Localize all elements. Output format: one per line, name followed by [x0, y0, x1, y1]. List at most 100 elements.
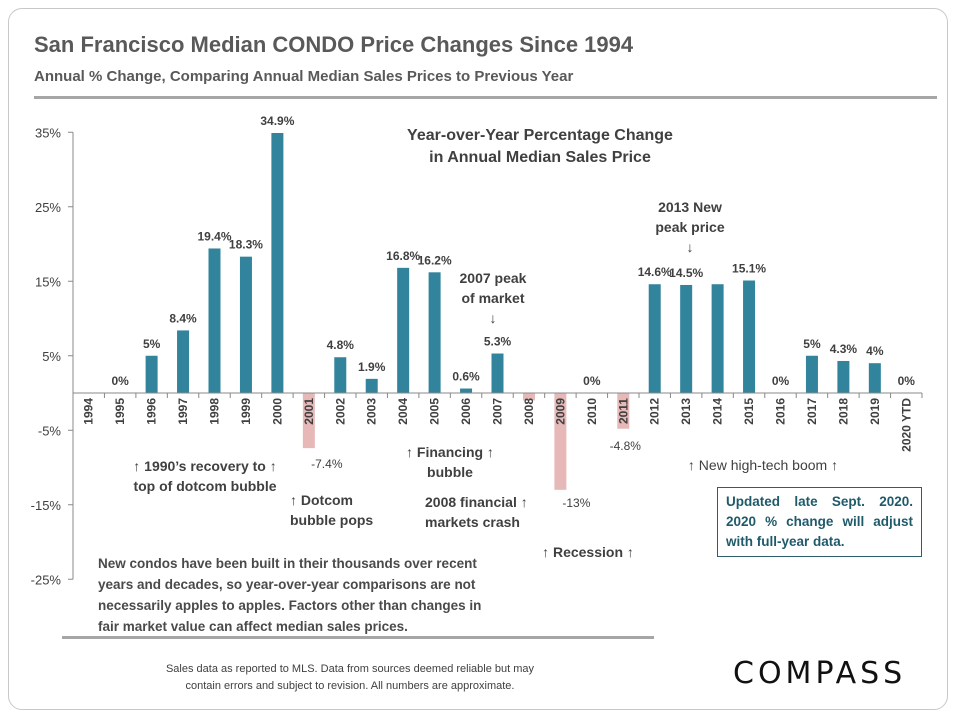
- bar-2008: [522, 393, 535, 401]
- x-tick-label: 2008: [522, 398, 536, 425]
- data-label: -13%: [562, 496, 590, 510]
- annotation-high-tech-boom: ↑ New high-tech boom ↑: [687, 457, 839, 473]
- chart-title-line: Year-over-Year Percentage Change: [407, 127, 673, 144]
- data-label: 4%: [866, 344, 884, 358]
- x-tick-label: 2016: [774, 398, 788, 425]
- y-tick-label: 25%: [35, 200, 61, 215]
- x-tick-label: 2007: [491, 398, 505, 425]
- y-tick-label: 35%: [35, 125, 61, 140]
- source-line: Sales data as reported to MLS. Data from…: [165, 663, 535, 675]
- annotation-dotcom-pops: ↑ Dotcom bubble pops: [290, 490, 390, 530]
- data-label: 0%: [898, 374, 916, 388]
- annotation-2008-crash: 2008 financial ↑ markets crash: [425, 492, 545, 532]
- annotation-line: bubble: [427, 464, 473, 480]
- x-tick-label: 2014: [711, 398, 725, 425]
- bar-2019: [868, 363, 881, 393]
- data-label: 5%: [803, 337, 821, 351]
- annotation-line: ↑ Dotcom: [290, 492, 353, 508]
- data-label: 16.8%: [386, 249, 420, 263]
- x-tick-label: 1994: [82, 398, 96, 425]
- data-label: 4.8%: [327, 338, 355, 352]
- down-arrow-icon: ↓: [489, 310, 497, 326]
- data-label: 34.9%: [260, 114, 294, 128]
- annotation-line: 2007 peak: [459, 270, 527, 286]
- explanatory-paragraph: New condos have been built in their thou…: [98, 556, 482, 634]
- bar-2017: [805, 355, 818, 393]
- data-label: 0%: [772, 374, 790, 388]
- annotation-line: ↑ Financing ↑: [406, 444, 494, 460]
- data-label: 1.9%: [358, 360, 386, 374]
- bar-2005: [428, 272, 441, 393]
- bar-2003: [365, 378, 378, 393]
- update-note: Updated late Sept. 2020. 2020 % change w…: [717, 487, 922, 557]
- y-tick-label: -25%: [31, 572, 62, 587]
- slide-border: [8, 8, 948, 710]
- annotation-2007-peak: 2007 peak of market ↓: [448, 268, 538, 328]
- x-tick-label: 2002: [333, 398, 347, 425]
- annotation-financing-bubble: ↑ Financing ↑ bubble: [395, 442, 505, 482]
- chart-title-line: in Annual Median Sales Price: [429, 149, 651, 166]
- x-tick-label: 2006: [459, 398, 473, 425]
- source-note: Sales data as reported to MLS. Data from…: [130, 661, 570, 695]
- data-label: -4.8%: [610, 439, 642, 453]
- annotation-line: 2013 New: [658, 199, 722, 215]
- bar-2014: [711, 284, 724, 393]
- annotation-line: 2008 financial ↑: [425, 494, 528, 510]
- data-label: 5%: [143, 337, 161, 351]
- bar-1996: [145, 355, 158, 393]
- bar-2011: [617, 393, 630, 429]
- bar-1998: [208, 248, 221, 393]
- x-tick-label: 2013: [679, 398, 693, 425]
- x-tick-label: 1997: [176, 398, 190, 425]
- x-tick-label: 1995: [113, 398, 127, 425]
- annotation-recession: ↑ Recession ↑: [542, 544, 634, 560]
- bar-2009: [554, 393, 567, 490]
- x-tick-label: 2010: [585, 398, 599, 425]
- x-tick-label: 2001: [302, 398, 316, 425]
- bar-2000: [271, 132, 284, 393]
- bar-2006: [460, 388, 473, 393]
- down-arrow-icon: ↓: [686, 239, 694, 255]
- annotation-1990s-recovery: ↑ 1990’s recovery to ↑ top of dotcom bub…: [120, 456, 290, 496]
- x-tick-label: 2012: [648, 398, 662, 425]
- page-subtitle: Annual % Change, Comparing Annual Median…: [34, 68, 574, 85]
- data-label: 0%: [111, 374, 129, 388]
- annotation-2013-peak: 2013 New peak price ↓: [640, 197, 740, 257]
- data-label: 0.6%: [452, 370, 480, 384]
- x-tick-label: 2005: [428, 398, 442, 425]
- x-tick-label: 1996: [145, 398, 159, 425]
- y-tick-label: 15%: [35, 274, 61, 289]
- x-tick-label: 1998: [208, 398, 222, 425]
- annotation-line: bubble pops: [290, 512, 374, 528]
- x-tick-label: 2020 YTD: [899, 398, 913, 452]
- bar-2018: [837, 360, 850, 393]
- x-tick-label: 2019: [868, 398, 882, 425]
- x-tick-label: 2015: [742, 398, 756, 425]
- x-tick-label: 2009: [553, 398, 567, 425]
- title-divider: [34, 96, 937, 99]
- data-label: 4.3%: [830, 342, 858, 356]
- bar-2001: [302, 393, 315, 449]
- footer-divider: [62, 636, 654, 639]
- data-label: 16.2%: [418, 253, 452, 267]
- x-tick-label: 2000: [270, 398, 284, 425]
- bar-2007: [491, 353, 504, 393]
- y-tick-label: -5%: [38, 423, 62, 438]
- bar-1999: [239, 256, 252, 393]
- data-label: 14.5%: [669, 266, 703, 280]
- chart-title: Year-over-Year Percentage Change in Annu…: [380, 125, 700, 169]
- annotation-line: ↑ 1990’s recovery to ↑: [133, 458, 277, 474]
- x-tick-label: 2018: [836, 398, 850, 425]
- annotation-line: markets crash: [425, 514, 520, 530]
- x-tick-label: 2003: [365, 398, 379, 425]
- page-title: San Francisco Median CONDO Price Changes…: [34, 32, 634, 57]
- bar-2013: [680, 284, 693, 393]
- bar-2012: [648, 284, 661, 393]
- annotation-line: peak price: [655, 219, 725, 235]
- bar-2015: [743, 280, 756, 393]
- compass-logo: COMPASS: [733, 656, 907, 691]
- x-tick-label: 1999: [239, 398, 253, 425]
- annotation-line: of market: [461, 290, 525, 306]
